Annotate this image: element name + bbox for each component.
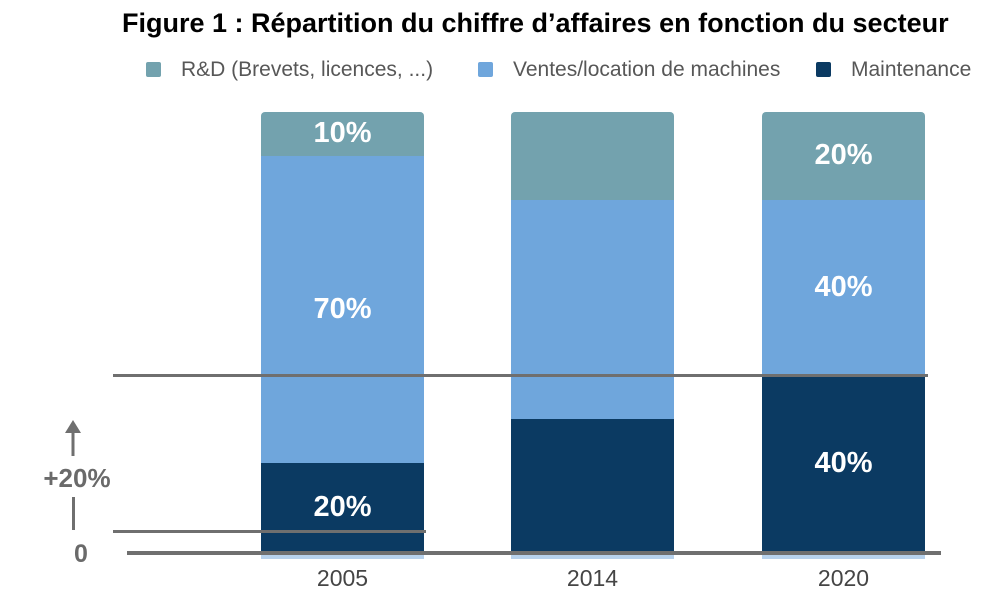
legend-swatch-maintenance-icon [816,61,831,77]
x-axis-label-2020: 2020 [817,565,870,591]
segment-label-2005-ventes: 70% [313,293,372,326]
legend-label-rd: R&D (Brevets, licences, ...) [181,57,434,81]
bar-2005-shadow [261,555,424,559]
x-axis-line [127,551,941,555]
segment-label-2005-maintenance: 20% [313,490,372,523]
segment-label-2020-rd: 20% [814,139,873,172]
scale-zero-label: 0 [74,540,88,568]
bar-2020-segment-rd: 20% [762,112,925,200]
scale-tick-line [72,497,75,530]
figure-title: Figure 1 : Répartition du chiffre d’affa… [122,8,949,38]
segment-label-2020-ventes: 40% [814,271,873,304]
legend-item-ventes: Ventes/location de machines [478,58,780,80]
segment-label-2005-rd: 10% [313,117,372,150]
reference-line-40pct [113,374,928,377]
legend-swatch-ventes-icon [478,61,493,77]
bar-2020-shadow [762,555,925,559]
legend-item-maintenance: Maintenance [816,58,971,80]
x-axis-label-2014: 2014 [566,565,619,591]
reference-line-base-left [113,530,426,533]
bar-2020-segment-ventes: 40% [762,199,925,376]
scale-increment-label: +20% [43,463,111,493]
bar-2014-shadow [511,555,674,559]
bar-2014-segment-ventes [511,199,674,420]
legend-item-rd: R&D (Brevets, licences, ...) [146,58,433,80]
legend-label-ventes: Ventes/location de machines [513,57,781,81]
legend-swatch-rd-icon [146,61,161,77]
bar-2005-segment-ventes: 70% [261,155,424,464]
bar-2005-segment-rd: 10% [261,112,424,156]
bar-2020-segment-maintenance: 40% [762,375,925,551]
segment-label-2020-maintenance: 40% [814,446,873,479]
legend-label-maintenance: Maintenance [851,57,972,81]
bar-2005-segment-maintenance: 20% [261,463,424,551]
x-axis-label-2005: 2005 [316,565,369,591]
bar-2014-segment-maintenance [511,419,674,551]
scale-up-arrow-icon [65,420,81,456]
bar-2014-segment-rd [511,112,674,200]
